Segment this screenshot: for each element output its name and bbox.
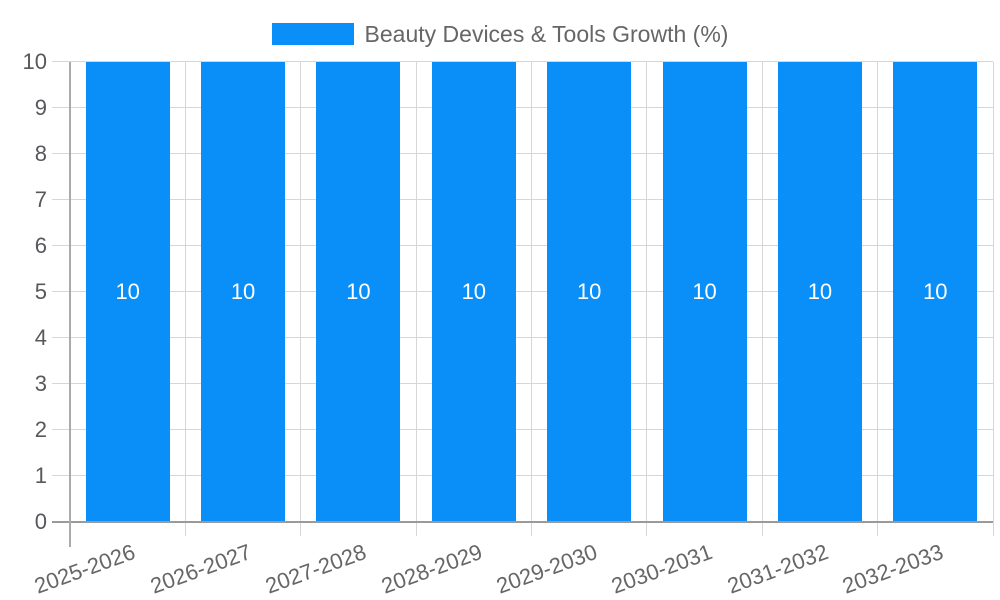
y-axis-label: 6	[34, 233, 47, 258]
legend-label: Beauty Devices & Tools Growth (%)	[364, 21, 729, 47]
y-tick	[52, 61, 70, 62]
x-axis-label: 2025-2026	[31, 539, 139, 599]
bar-value-label: 10	[923, 279, 948, 304]
x-axis-label: 2031-2032	[723, 539, 832, 599]
x-axis-label: 2027-2028	[262, 539, 370, 599]
bar-value-label: 10	[346, 279, 371, 304]
y-axis-line	[69, 62, 71, 547]
y-axis-label: 5	[34, 279, 47, 304]
x-axis-label: 2032-2033	[839, 539, 947, 599]
category-boundary-line	[761, 62, 763, 536]
y-axis-label: 0	[34, 509, 47, 534]
y-tick	[52, 291, 70, 292]
bar-value-label: 10	[115, 279, 140, 304]
category-boundary-line	[300, 62, 302, 536]
y-axis-label: 9	[34, 95, 47, 120]
y-tick	[52, 245, 70, 246]
y-tick	[52, 153, 70, 154]
legend-swatch	[271, 23, 354, 45]
y-axis-label: 7	[34, 187, 47, 212]
category-boundary-line	[992, 62, 994, 536]
bar[interactable]	[662, 62, 747, 522]
x-axis-line	[52, 521, 993, 523]
y-axis-label: 3	[34, 371, 47, 396]
y-axis-label: 4	[34, 325, 47, 350]
y-axis-label: 10	[22, 49, 47, 74]
bar-value-label: 10	[230, 279, 256, 304]
y-tick	[52, 107, 70, 108]
bar[interactable]	[431, 62, 516, 522]
y-tick	[52, 337, 70, 338]
y-tick	[52, 383, 70, 384]
bar-value-label: 10	[692, 279, 717, 304]
category-boundary-line	[531, 62, 532, 536]
y-tick	[52, 429, 70, 430]
bar[interactable]	[201, 62, 286, 522]
bar-value-label: 10	[807, 279, 833, 304]
bar[interactable]	[316, 62, 401, 522]
bar[interactable]	[85, 62, 170, 522]
y-axis-label: 8	[34, 141, 47, 166]
bar[interactable]	[547, 62, 632, 522]
y-gridline	[70, 61, 993, 62]
x-axis-label: 2030-2031	[608, 539, 716, 599]
bar[interactable]	[777, 62, 862, 522]
x-axis-label: 2029-2030	[492, 539, 601, 599]
category-boundary-line	[184, 62, 186, 536]
x-axis-label: 2028-2029	[377, 539, 486, 599]
bar-value-label: 10	[461, 279, 487, 304]
x-axis-label: 2026-2027	[146, 539, 255, 599]
y-axis-label: 1	[34, 463, 47, 488]
bar[interactable]	[893, 62, 978, 522]
category-boundary-line	[877, 62, 879, 536]
bar-value-label: 10	[576, 279, 602, 304]
y-tick	[52, 199, 70, 200]
category-boundary-line	[646, 62, 648, 536]
y-tick	[52, 475, 70, 476]
y-axis-label: 2	[34, 417, 47, 442]
legend[interactable]: Beauty Devices & Tools Growth (%)	[0, 19, 1000, 49]
category-boundary-line	[415, 62, 417, 536]
